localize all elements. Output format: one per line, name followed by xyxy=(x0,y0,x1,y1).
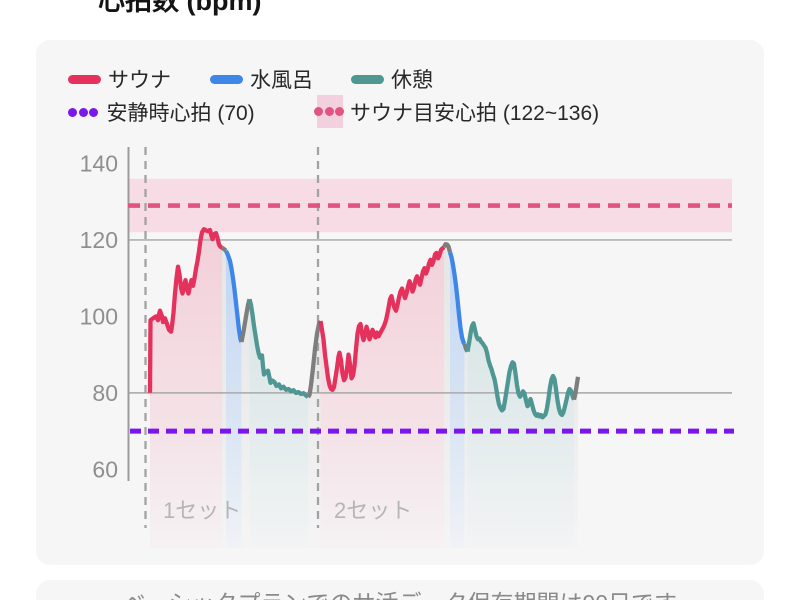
y-tick-label-140: 140 xyxy=(80,151,118,177)
y-tick-label-120: 120 xyxy=(80,227,118,253)
series-fill-transition xyxy=(444,244,450,548)
series-fill-cold_bath xyxy=(450,252,465,548)
series-line-transition xyxy=(442,242,453,253)
series-fill-transition xyxy=(241,299,250,548)
set-label: 2セット xyxy=(334,498,412,523)
series-fill-transition xyxy=(574,376,578,548)
plan-note-card: ベーシックプランでのサ活データ保存期間は90日です xyxy=(36,580,764,600)
series-line-transition xyxy=(306,320,323,399)
series-line-cold_bath xyxy=(447,251,467,346)
series-line-transition xyxy=(571,376,581,401)
series-fill-transition xyxy=(222,247,226,548)
set-label: 1セット xyxy=(163,498,241,523)
series-line-rest xyxy=(247,298,310,399)
series-line-rest xyxy=(465,321,576,420)
page-title: 心拍数 (bpm) xyxy=(98,0,262,16)
series-line-transition xyxy=(220,245,228,253)
series-line-sauna xyxy=(147,227,224,393)
series-fill-transition xyxy=(464,343,468,548)
series-line-sauna xyxy=(318,245,446,392)
y-tick-label-80: 80 xyxy=(92,380,118,406)
series-fill-rest xyxy=(249,299,308,548)
plan-note-text: ベーシックプランでのサ活データ保存期間は90日です xyxy=(36,584,764,600)
y-tick-label-100: 100 xyxy=(80,303,118,329)
series-fill-rest xyxy=(467,323,574,548)
series-fill-sauna xyxy=(320,247,444,548)
series-line-cold_bath xyxy=(224,249,244,343)
series-fill-sauna xyxy=(150,229,222,548)
y-tick-label-60: 60 xyxy=(92,456,118,482)
